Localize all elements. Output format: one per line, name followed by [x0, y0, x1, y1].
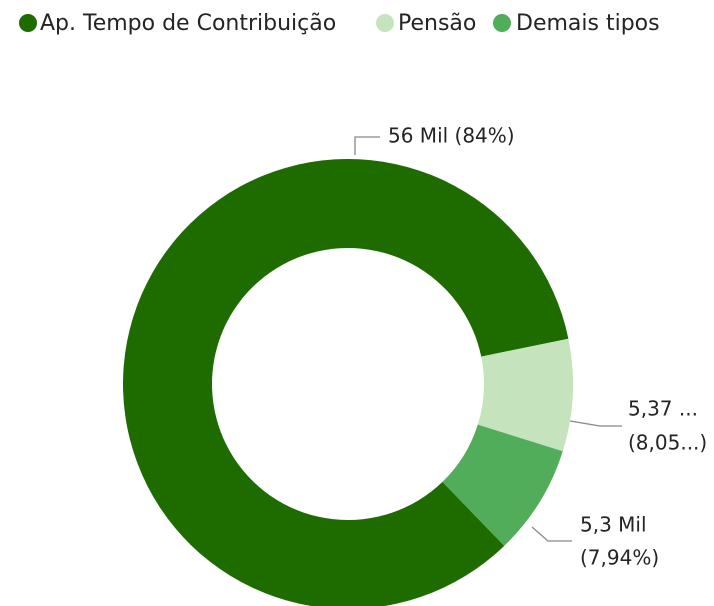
- data-label: (8,05...): [628, 431, 707, 455]
- legend-label: Demais tipos: [516, 11, 660, 36]
- data-label: 56 Mil (84%): [388, 124, 515, 148]
- data-label: (7,94%): [580, 546, 659, 570]
- legend-swatch: [493, 14, 511, 32]
- leader-line: [531, 526, 572, 542]
- donut-slice: [442, 424, 563, 546]
- legend-swatch: [376, 14, 394, 32]
- donut-slice: [477, 338, 573, 452]
- donut-slice: [123, 159, 569, 606]
- legend-label: Pensão: [398, 11, 476, 36]
- legend-swatch: [19, 14, 37, 32]
- leader-line: [354, 136, 380, 155]
- leader-line: [569, 420, 622, 427]
- data-label: 5,3 Mil: [580, 513, 647, 537]
- legend-label: Ap. Tempo de Contribuição: [40, 11, 336, 36]
- data-label: 5,37 ...: [628, 397, 698, 421]
